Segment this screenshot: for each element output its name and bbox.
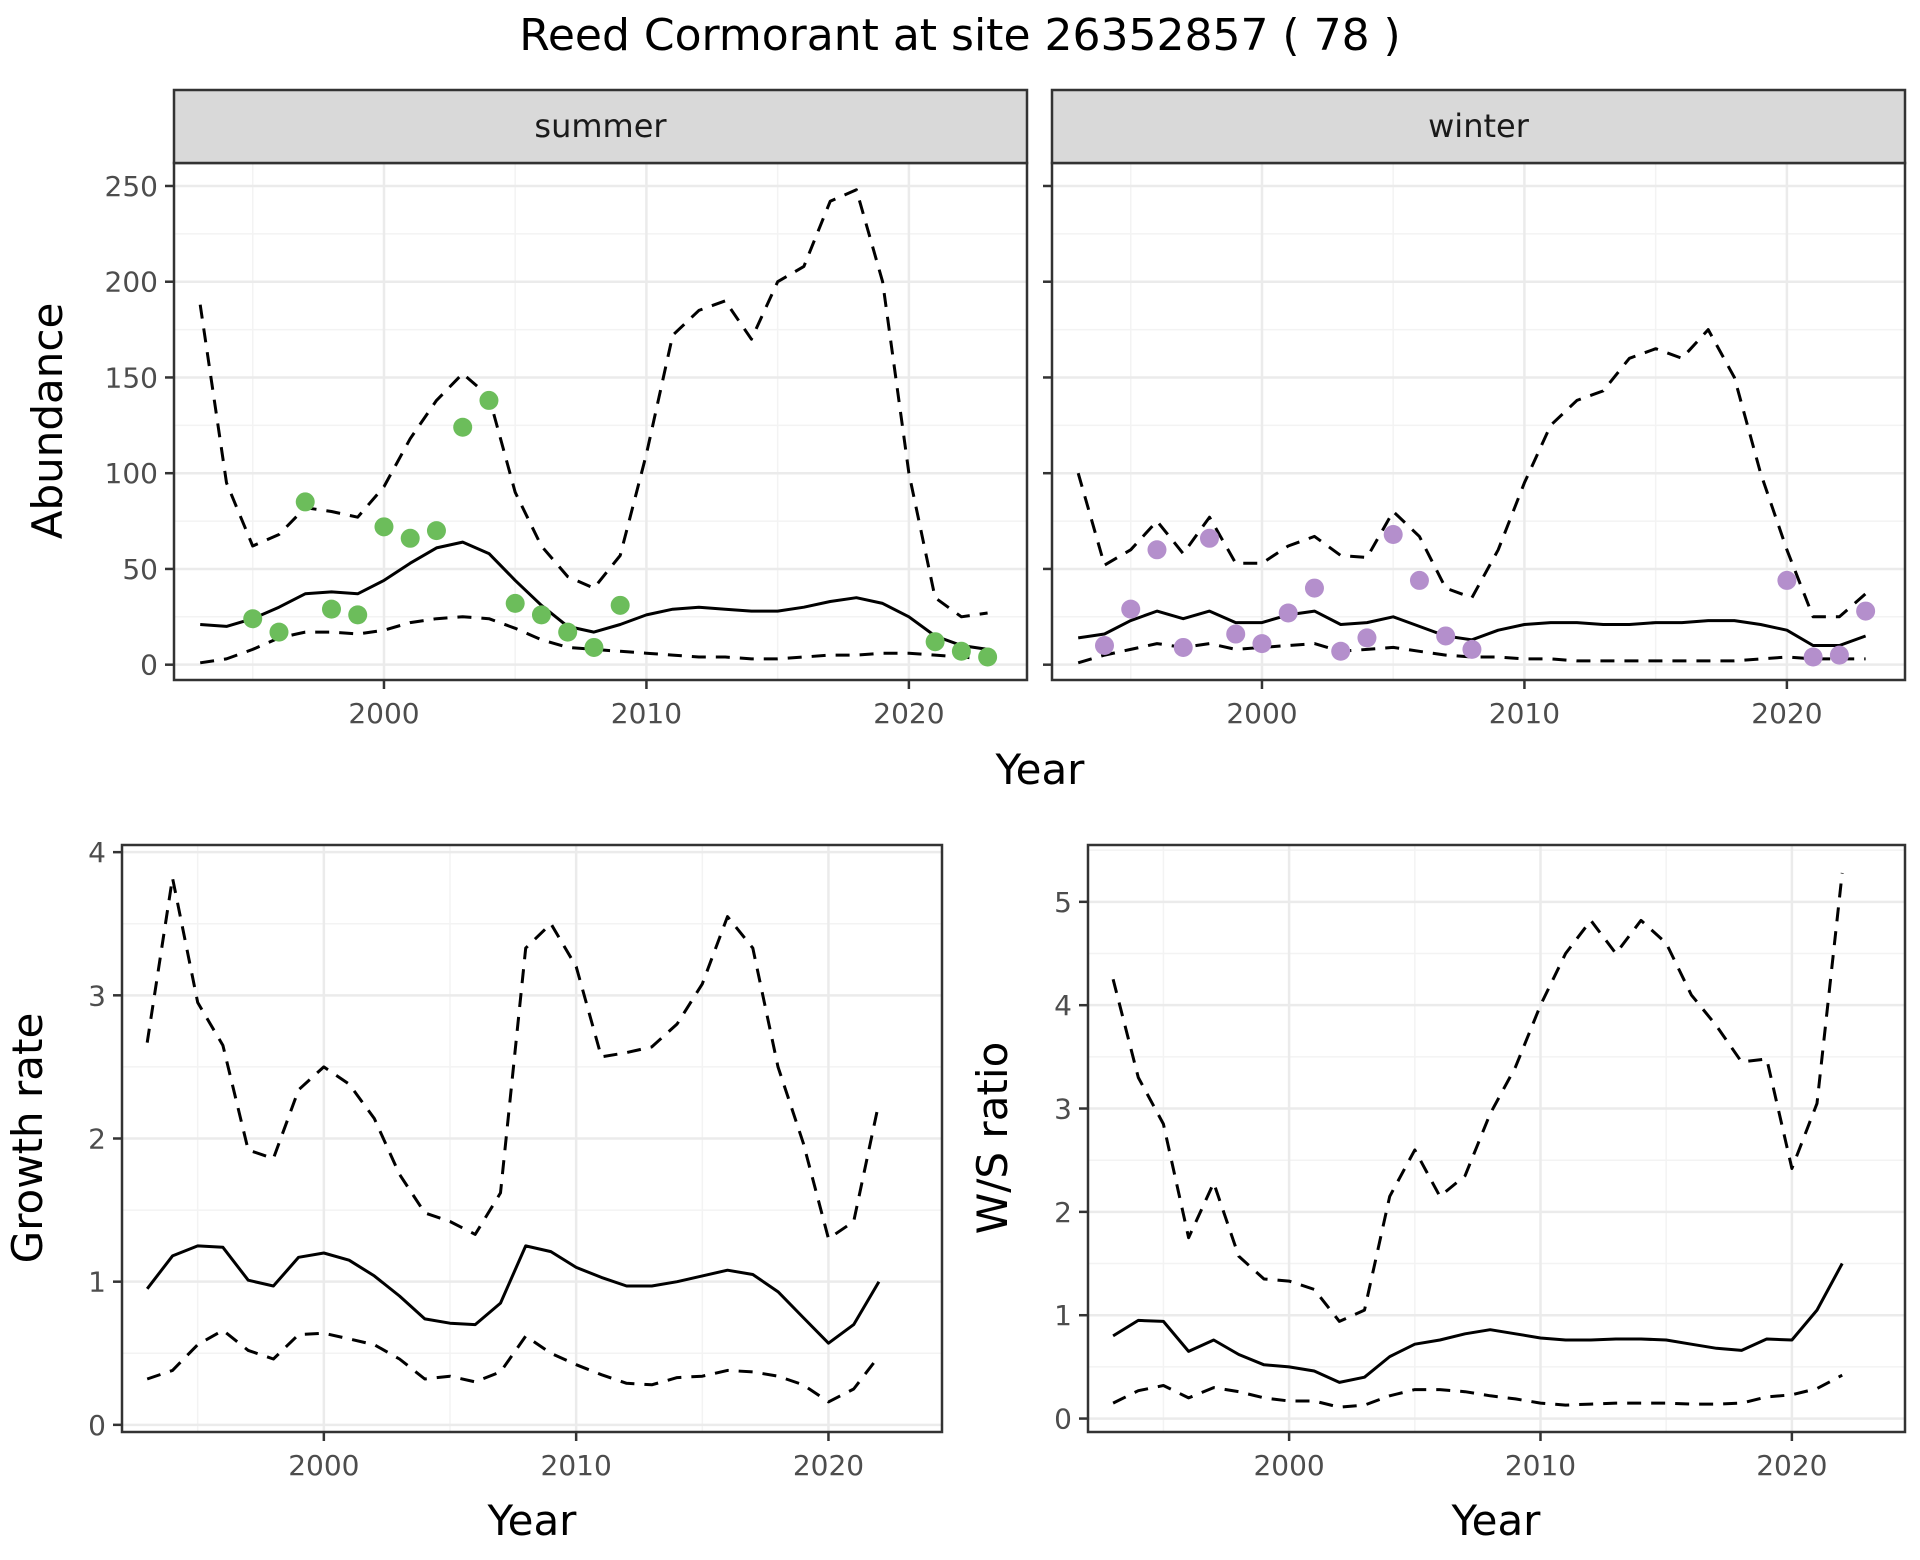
facet-strip [172,88,1029,165]
y-tick-label: 0 [1054,1403,1072,1436]
data-point [1252,634,1272,654]
y-tick-label: 50 [122,553,158,586]
panel-border [1086,843,1907,1434]
y-tick-label: 250 [105,170,158,203]
data-point [321,599,341,619]
data-point [1147,540,1167,560]
series-line-lower [146,1328,881,1404]
y-axis-title: Abundance [23,303,72,540]
data-point [479,390,499,410]
data-point [1462,639,1482,659]
panel-winter: winter 2000 2010 2020 [1043,88,1907,730]
x-tick-label: 2010 [611,697,682,730]
data-point [374,517,394,537]
data-point [348,605,368,625]
y-tick-label: 4 [1054,989,1072,1022]
data-point [243,609,263,629]
y-axis-title: Growth rate [3,1013,52,1264]
data-point [269,622,289,642]
series-line-lower [1077,642,1866,665]
x-tick-label: 2000 [1253,1449,1324,1482]
data-point [1409,570,1429,590]
data-point [531,605,551,625]
x-tick-label: 2000 [288,1449,359,1482]
x-tick-label: 2020 [1756,1449,1827,1482]
y-tick-label: 2 [88,1123,106,1156]
y-tick-label: 150 [105,361,158,394]
y-tick-label: 1 [88,1266,106,1299]
data-point [1278,603,1298,623]
data-point [1304,578,1324,598]
y-tick-label: 1 [1054,1299,1072,1332]
data-point [1856,601,1876,621]
facet-strip-label: winter [1428,107,1530,145]
data-point [1226,624,1246,644]
x-tick-label: 2000 [348,697,419,730]
series-line-lower [1112,1373,1843,1409]
data-point [558,622,578,642]
data-point [1173,637,1193,657]
data-point [1829,645,1849,665]
facet-strip-label: summer [534,107,667,145]
y-tick-label: 0 [140,649,158,682]
plot-area [1052,163,1905,680]
y-tick-label: 3 [88,979,106,1012]
y-tick-label: 0 [88,1409,106,1442]
data-point [1777,570,1797,590]
y-axis-title: W/S ratio [968,1042,1017,1235]
figure-title: Reed Cormorant at site 26352857 ( 78 ) [519,10,1400,61]
x-tick-label: 2010 [1489,697,1560,730]
plot-area [1088,845,1905,1432]
y-tick-label: 4 [88,836,106,869]
y-tick-label: 5 [1054,886,1072,919]
data-point [584,637,604,657]
series-line-upper [1076,328,1867,619]
data-point [1357,628,1377,648]
data-point [1094,636,1114,656]
y-tick-label: 200 [105,266,158,299]
y-tick-label: 3 [1054,1093,1072,1126]
series-line-estimate [1112,1262,1844,1384]
x-axis-title: Year [1451,1496,1542,1545]
y-tick-label: 100 [105,457,158,490]
x-tick-label: 2010 [541,1449,612,1482]
data-point [1331,641,1351,661]
panel-growth: 2000 2010 2020 0 1 2 3 4 Growth rate Year [3,836,944,1545]
data-point [978,647,998,667]
plot-area [174,163,1027,680]
data-point [453,417,473,437]
data-point [951,641,971,661]
x-axis-title: Year [487,1496,578,1545]
data-point [1199,528,1219,548]
x-tick-label: 2020 [793,1449,864,1482]
data-point [426,521,446,541]
x-tick-label: 2000 [1226,697,1297,730]
facet-strip [1050,88,1907,165]
data-point [925,632,945,652]
panel-ratio: 2000 2010 2020 0 1 2 3 4 5 W/S ratio Year [968,843,1907,1545]
series-line-upper [1111,872,1844,1323]
data-point [295,492,315,512]
data-point [1121,599,1141,619]
x-axis-title-top: Year [995,745,1086,794]
data-point [1803,647,1823,667]
data-point [610,595,630,615]
data-point [1383,524,1403,544]
series-line-estimate [200,540,988,651]
y-tick-label: 2 [1054,1196,1072,1229]
x-tick-label: 2020 [873,697,944,730]
x-tick-label: 2010 [1505,1449,1576,1482]
series-line-estimate [146,1244,881,1345]
panel-summer: summer 2000 2010 2020 0 50 100 150 200 250 Abundan… [23,88,1029,730]
x-tick-label: 2020 [1751,697,1822,730]
series-line-upper [198,188,988,619]
series-line-upper [145,876,881,1241]
series-line-estimate [1077,609,1867,647]
data-point [1436,626,1456,646]
data-point [400,528,420,548]
data-point [505,593,525,613]
